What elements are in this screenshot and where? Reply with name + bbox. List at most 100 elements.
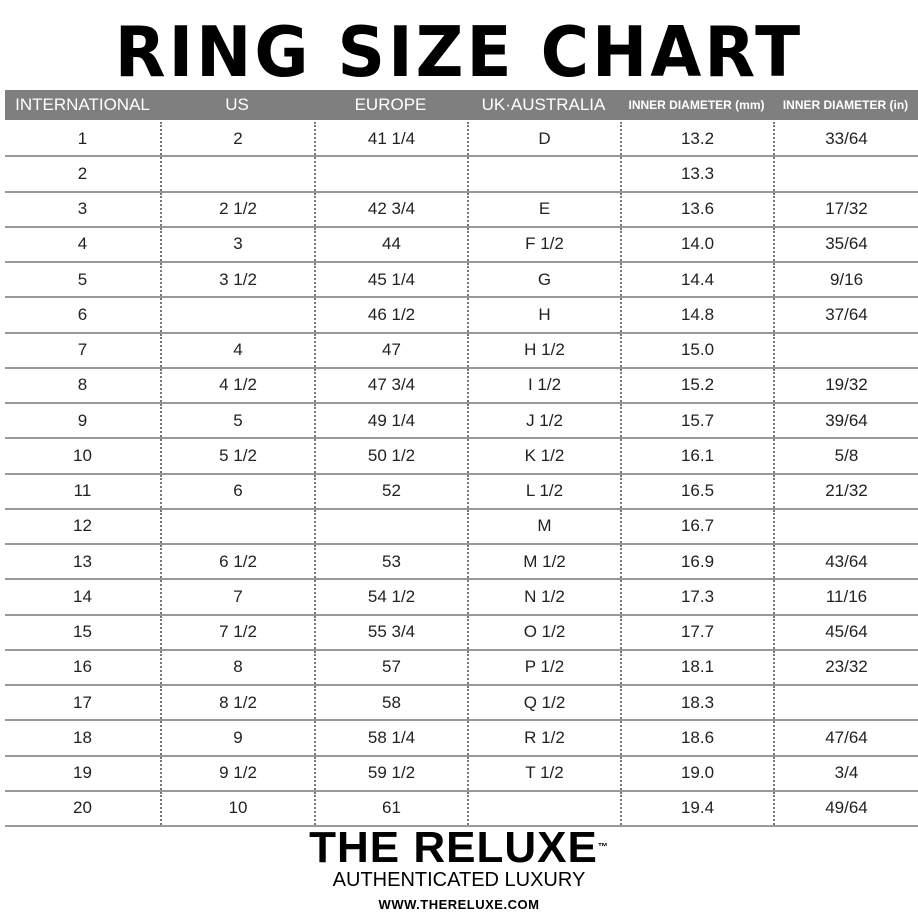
website-url: WWW.THERELUXE.COM [378, 897, 540, 912]
cell-uk-australia: E [467, 192, 620, 226]
cell-diameter-mm: 18.3 [620, 686, 773, 720]
table-row: 9 5 49 1/4 J 1/2 15.7 39/64 [5, 404, 918, 440]
cell-diameter-in [773, 333, 918, 367]
cell-europe: 58 1/4 [314, 721, 467, 755]
cell-diameter-mm: 19.4 [620, 791, 773, 825]
cell-uk-australia: T 1/2 [467, 756, 620, 790]
cell-diameter-mm: 17.3 [620, 580, 773, 614]
brand-name: THE RELUXE™ [0, 826, 918, 870]
header-uk-australia: UK·AUSTRALIA [481, 95, 606, 114]
cell-diameter-in [773, 509, 918, 543]
cell-us: 3 [160, 227, 314, 261]
cell-international: 9 [77, 410, 88, 430]
cell-international: 11 [73, 481, 92, 501]
table-row: 1 2 41 1/4 D 13.2 33/64 [5, 122, 918, 158]
cell-us: 2 [160, 122, 314, 156]
table-row: 20 10 61 19.4 49/64 [5, 791, 918, 827]
cell-europe: 47 3/4 [314, 368, 467, 402]
cell-uk-australia: P 1/2 [467, 650, 620, 684]
cell-diameter-in: 17/32 [773, 192, 918, 226]
cell-us: 9 [160, 721, 314, 755]
cell-international: 10 [73, 445, 92, 465]
cell-diameter-mm: 13.6 [620, 192, 773, 226]
cell-diameter-mm: 16.7 [620, 509, 773, 543]
cell-europe: 44 [314, 227, 467, 261]
cell-uk-australia [467, 157, 620, 191]
cell-europe: 54 1/2 [314, 580, 467, 614]
cell-uk-australia: N 1/2 [467, 580, 620, 614]
cell-uk-australia: G [467, 263, 620, 297]
table-row: 10 5 1/2 50 1/2 K 1/2 16.1 5/8 [5, 439, 918, 475]
cell-diameter-in: 43/64 [773, 545, 918, 579]
cell-us [160, 157, 314, 191]
table-row: 2 13.3 [5, 157, 918, 193]
cell-international: 1 [77, 128, 88, 148]
cell-europe: 52 [314, 474, 467, 508]
cell-international: 12 [73, 516, 92, 536]
cell-diameter-mm: 14.8 [620, 298, 773, 332]
cell-diameter-in: 47/64 [773, 721, 918, 755]
cell-international: 16 [73, 657, 92, 677]
cell-europe: 47 [314, 333, 467, 367]
cell-diameter-in: 49/64 [773, 791, 918, 825]
cell-international: 15 [73, 622, 92, 642]
cell-us: 9 1/2 [160, 756, 314, 790]
header-europe: EUROPE [354, 95, 427, 114]
table-header: INTERNATIONAL US EUROPE UK·AUSTRALIA INN… [5, 90, 918, 120]
cell-uk-australia: D [467, 122, 620, 156]
cell-us: 8 1/2 [160, 686, 314, 720]
cell-diameter-in: 11/16 [773, 580, 918, 614]
table-row: 13 6 1/2 53 M 1/2 16.9 43/64 [5, 545, 918, 581]
table-row: 4 3 44 F 1/2 14.0 35/64 [5, 227, 918, 263]
cell-uk-australia: L 1/2 [467, 474, 620, 508]
cell-uk-australia: M 1/2 [467, 545, 620, 579]
cell-europe: 59 1/2 [314, 756, 467, 790]
cell-diameter-in: 9/16 [773, 263, 918, 297]
cell-diameter-mm: 16.1 [620, 439, 773, 473]
cell-europe: 55 3/4 [314, 615, 467, 649]
cell-international: 17 [73, 692, 92, 712]
table-row: 12 M 16.7 [5, 509, 918, 545]
cell-diameter-in [773, 157, 918, 191]
cell-europe: 57 [314, 650, 467, 684]
cell-diameter-mm: 15.0 [620, 333, 773, 367]
cell-diameter-mm: 13.3 [620, 157, 773, 191]
cell-diameter-in: 45/64 [773, 615, 918, 649]
cell-uk-australia: J 1/2 [467, 404, 620, 438]
cell-uk-australia: M [467, 509, 620, 543]
cell-diameter-in: 23/32 [773, 650, 918, 684]
header-international: INTERNATIONAL [15, 95, 150, 114]
cell-international: 14 [73, 586, 92, 606]
cell-international: 4 [77, 234, 88, 254]
cell-international: 19 [73, 763, 92, 783]
table-row: 3 2 1/2 42 3/4 E 13.6 17/32 [5, 192, 918, 228]
cell-diameter-in: 21/32 [773, 474, 918, 508]
cell-diameter-in: 35/64 [773, 227, 918, 261]
table-row: 19 9 1/2 59 1/2 T 1/2 19.0 3/4 [5, 756, 918, 792]
table-row: 5 3 1/2 45 1/4 G 14.4 9/16 [5, 263, 918, 299]
header-inner-diameter-in: INNER DIAMETER (in) [782, 98, 909, 112]
table-row: 17 8 1/2 58 Q 1/2 18.3 [5, 686, 918, 722]
table-row: 8 4 1/2 47 3/4 I 1/2 15.2 19/32 [5, 368, 918, 404]
brand-text: THE RELUXE [309, 823, 598, 872]
cell-europe: 46 1/2 [314, 298, 467, 332]
cell-diameter-in: 19/32 [773, 368, 918, 402]
cell-us: 2 1/2 [160, 192, 314, 226]
cell-us: 8 [160, 650, 314, 684]
cell-europe: 61 [314, 791, 467, 825]
cell-diameter-mm: 19.0 [620, 756, 773, 790]
cell-us: 5 1/2 [160, 439, 314, 473]
cell-diameter-mm: 16.9 [620, 545, 773, 579]
cell-international: 2 [77, 163, 88, 183]
cell-international: 20 [73, 798, 92, 818]
cell-europe: 50 1/2 [314, 439, 467, 473]
cell-us [160, 298, 314, 332]
cell-europe [314, 157, 467, 191]
cell-us: 6 1/2 [160, 545, 314, 579]
cell-diameter-mm: 14.4 [620, 263, 773, 297]
cell-europe: 45 1/4 [314, 263, 467, 297]
cell-diameter-mm: 15.7 [620, 404, 773, 438]
cell-uk-australia: Q 1/2 [467, 686, 620, 720]
cell-us: 7 [160, 580, 314, 614]
cell-diameter-in: 5/8 [773, 439, 918, 473]
